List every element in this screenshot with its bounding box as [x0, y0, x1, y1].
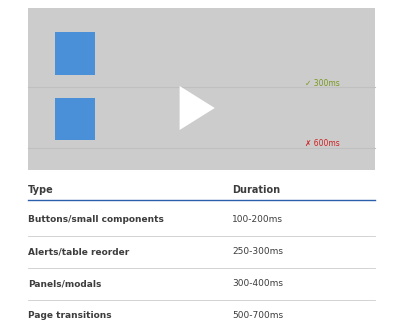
Bar	[55, 98, 95, 140]
Text: ✗ 600ms: ✗ 600ms	[305, 138, 340, 147]
Text: 300-400ms: 300-400ms	[232, 280, 283, 289]
Text: ✓ 300ms: ✓ 300ms	[305, 78, 340, 88]
Text: 500-700ms: 500-700ms	[232, 311, 283, 320]
Bar	[55, 32, 95, 75]
Text: Panels/modals: Panels/modals	[28, 280, 101, 289]
Text: 100-200ms: 100-200ms	[232, 215, 283, 224]
Text: Page transitions: Page transitions	[28, 311, 112, 320]
Polygon shape	[180, 86, 215, 130]
Text: Type: Type	[28, 185, 54, 195]
Text: Buttons/small components: Buttons/small components	[28, 215, 164, 224]
Bar	[28, 8, 375, 170]
Text: Alerts/table reorder: Alerts/table reorder	[28, 247, 129, 257]
Text: Duration: Duration	[232, 185, 280, 195]
Text: 250-300ms: 250-300ms	[232, 247, 283, 257]
